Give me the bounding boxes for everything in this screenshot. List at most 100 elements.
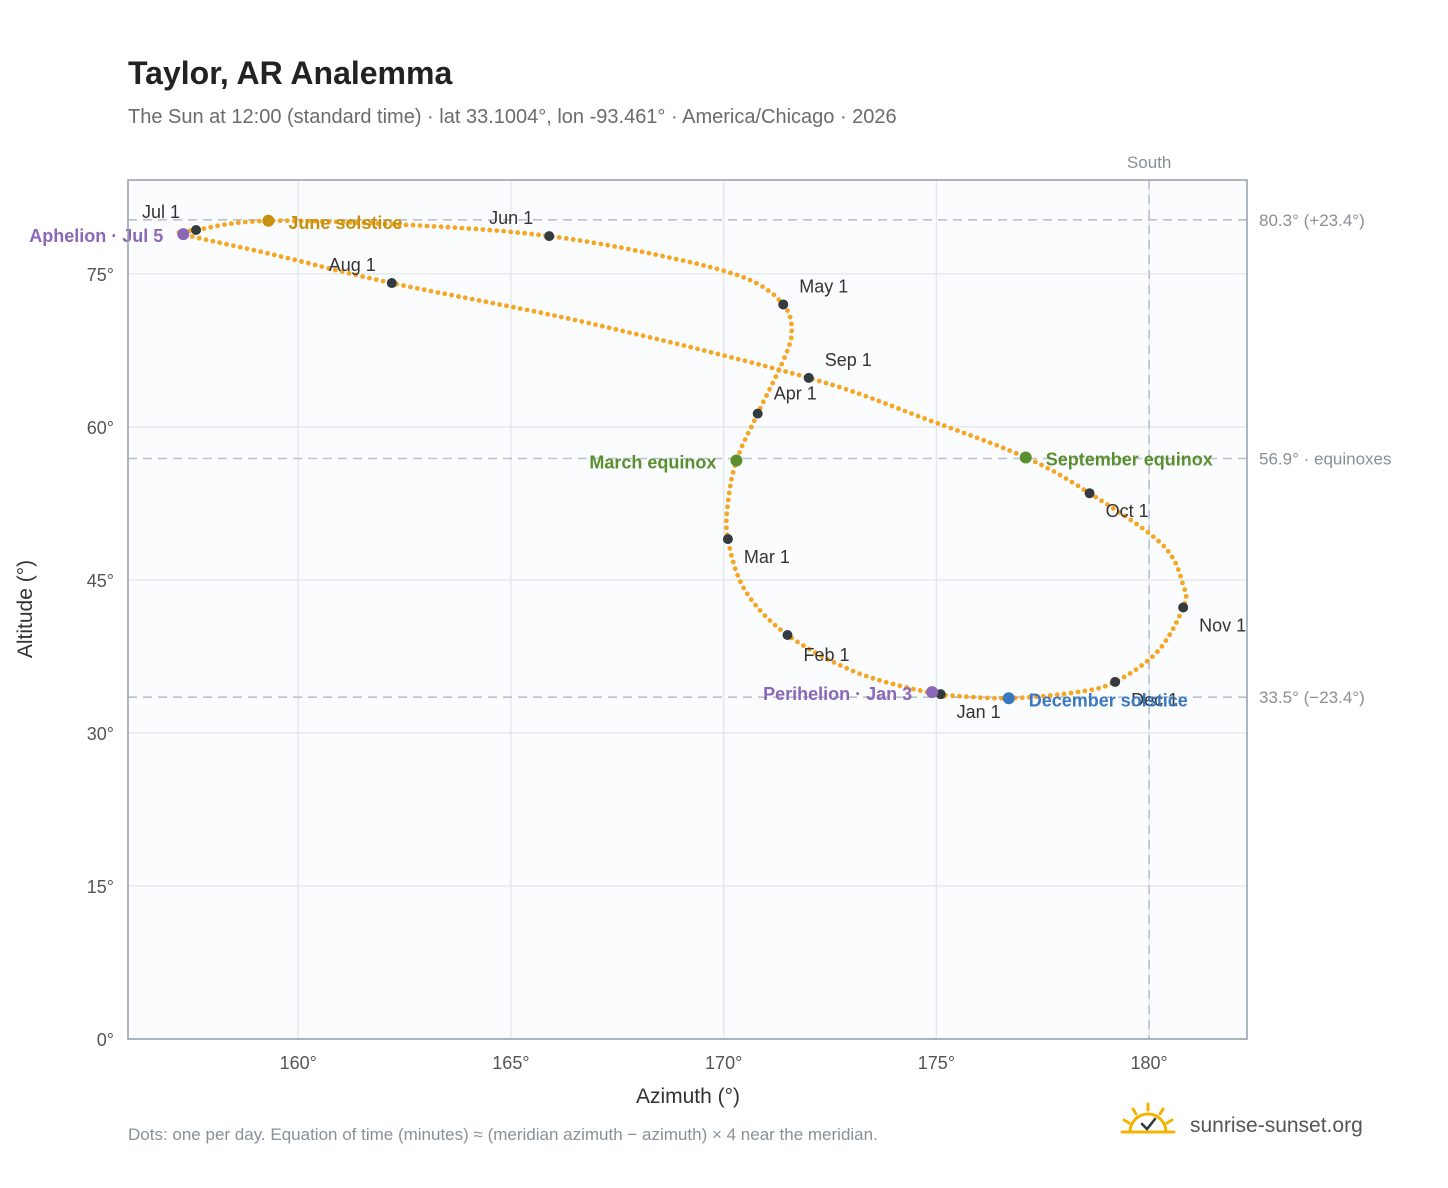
daily-dot (1054, 692, 1060, 698)
daily-dot (244, 246, 250, 252)
daily-dot (367, 275, 372, 281)
event-markers: June solstice March equinox September equi… (29, 213, 1213, 710)
daily-dot (469, 296, 475, 302)
daily-dot (748, 424, 754, 430)
daily-dot (222, 222, 227, 228)
daily-dot (1096, 685, 1101, 691)
daily-dot (373, 277, 379, 282)
daily-dot (1169, 554, 1175, 560)
daily-dot (545, 311, 551, 317)
daily-dot (480, 227, 486, 232)
daily-dot (1040, 693, 1046, 699)
daily-dot (285, 255, 291, 261)
daily-dot (201, 226, 207, 232)
daily-dot (674, 341, 680, 347)
daily-dot (598, 241, 604, 247)
daily-dot (1089, 687, 1095, 693)
daily-dot (1082, 688, 1088, 694)
daily-dot (948, 425, 954, 431)
daily-dot (235, 220, 241, 226)
y-tick-label: 60° (87, 418, 114, 438)
daily-dot (360, 274, 365, 279)
daily-dot (466, 226, 472, 231)
daily-dot (1061, 691, 1067, 697)
daily-dot (863, 393, 869, 399)
daily-dot (681, 343, 687, 348)
daily-dot (987, 440, 993, 446)
daily-dot (735, 572, 740, 578)
month-marker-label: Jan 1 (957, 702, 1001, 722)
daily-dot (1156, 538, 1161, 544)
daily-dot (1175, 567, 1181, 572)
daily-dot (772, 622, 778, 628)
daily-dot (326, 265, 331, 271)
daily-dot (789, 321, 794, 327)
daily-dot (836, 384, 842, 390)
daily-dot (1105, 502, 1110, 507)
daily-dot (819, 653, 824, 659)
daily-dot (1134, 521, 1139, 527)
month-marker-label: Dec 1 (1131, 690, 1178, 710)
daily-dot (414, 286, 420, 291)
daily-dot (339, 269, 345, 274)
daily-dot (748, 597, 754, 602)
daily-dot (340, 219, 346, 225)
daily-dot (242, 219, 248, 225)
chart-subtitle: The Sun at 12:00 (standard time) · lat 3… (128, 106, 897, 128)
daily-dot (707, 264, 713, 270)
daily-dot (497, 302, 503, 307)
month-marker-dot (386, 278, 397, 289)
daily-dot (978, 695, 983, 700)
event-marker-label: March equinox (589, 453, 716, 473)
daily-dot (428, 288, 434, 294)
x-tick-label: 180° (1131, 1053, 1168, 1073)
month-marker-dot (722, 534, 733, 545)
daily-dot (1145, 529, 1151, 535)
event-marker-label: December solstice (1029, 690, 1188, 710)
daily-dot (825, 656, 831, 662)
daily-dot (830, 382, 835, 388)
month-marker-label: Aug 1 (329, 255, 376, 275)
daily-dot (473, 226, 479, 232)
daily-dot (902, 408, 908, 414)
daily-dot (1163, 638, 1169, 643)
daily-dot (494, 228, 500, 234)
daily-dot (347, 220, 353, 225)
daily-dot (501, 228, 507, 234)
daily-dot (728, 270, 733, 276)
event-marker-dot (177, 228, 190, 241)
x-tick-label: 170° (705, 1053, 742, 1073)
daily-dot (1039, 462, 1044, 468)
daily-dot (721, 268, 727, 274)
y-axis-ticks: 0° 15° 30° 45° 60° 75° (87, 265, 114, 1050)
daily-dot (251, 247, 257, 253)
daily-dot (784, 348, 790, 354)
daily-dot (459, 225, 465, 231)
daily-dot (761, 399, 766, 405)
daily-dot (771, 292, 777, 298)
daily-dot (1159, 643, 1165, 649)
daily-dot (735, 356, 741, 362)
daily-dot (754, 280, 759, 286)
daily-dot (785, 308, 790, 313)
daily-dot (968, 433, 973, 438)
daily-dot (305, 260, 311, 266)
daily-dot (203, 237, 209, 243)
daily-dot (504, 303, 509, 309)
daily-dot (215, 223, 221, 229)
daily-dot (747, 277, 753, 283)
daily-dot (361, 220, 367, 226)
daily-dot (904, 685, 909, 690)
daily-dot (741, 275, 746, 280)
daily-dot (767, 618, 773, 623)
daily-dot (619, 245, 624, 251)
daily-dot (789, 328, 795, 334)
daily-dot (346, 270, 352, 276)
daily-dot (831, 660, 837, 665)
daily-dot (1161, 543, 1167, 549)
daily-dot (708, 349, 714, 355)
daily-dot (1068, 690, 1074, 696)
daily-dot (1170, 626, 1176, 632)
daily-dot (633, 331, 639, 337)
daily-dot (368, 220, 374, 226)
